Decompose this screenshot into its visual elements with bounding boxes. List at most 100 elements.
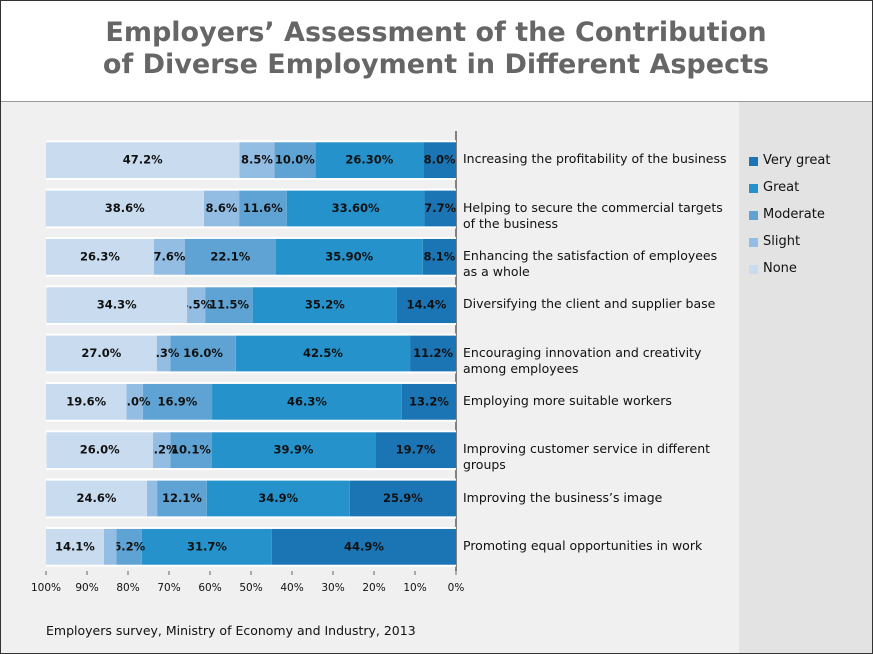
- x-tick-label: 20%: [362, 582, 385, 594]
- title-box: Employers’ Assessment of the Contributio…: [1, 1, 872, 102]
- data-label: 46.3%: [287, 394, 327, 408]
- chart-title: Employers’ Assessment of the Contributio…: [102, 17, 770, 80]
- data-label: 19.6%: [66, 394, 106, 408]
- data-label: 8.0%: [424, 153, 456, 167]
- data-label: 8.6%: [206, 201, 238, 215]
- data-label: 6.2%: [113, 539, 145, 553]
- data-label: 25.9%: [383, 491, 423, 505]
- data-label: 8.1%: [423, 249, 455, 263]
- bar-segment: [239, 142, 275, 179]
- bar-segment: [235, 335, 411, 372]
- bar-segment: [157, 480, 207, 517]
- data-label: 11.5%: [209, 298, 249, 312]
- data-label: 33.60%: [332, 201, 380, 215]
- data-label: 26.0%: [80, 443, 120, 457]
- bar-segment: [46, 383, 127, 420]
- x-tick-label: 10%: [403, 582, 426, 594]
- data-label: 13.2%: [409, 394, 449, 408]
- data-label: 7.6%: [153, 249, 185, 263]
- x-tick-label: 50%: [239, 582, 262, 594]
- bar-segment: [46, 528, 104, 565]
- legend-panel: [739, 102, 872, 653]
- data-label: 39.9%: [273, 443, 313, 457]
- data-label: 22.1%: [210, 249, 250, 263]
- bar-segment: [252, 287, 397, 324]
- data-label: 10.1%: [171, 443, 211, 457]
- data-label: 10.0%: [275, 153, 315, 167]
- bar-segment: [45, 190, 204, 227]
- bar-segment: [170, 432, 212, 469]
- bar-segment: [156, 335, 171, 372]
- data-label: 47.2%: [123, 153, 163, 167]
- legend-swatch: [749, 265, 758, 274]
- data-label: 27.0%: [81, 346, 121, 360]
- data-label: 14.1%: [55, 539, 95, 553]
- bar-segment: [46, 287, 188, 324]
- bar-segment: [206, 480, 350, 517]
- data-label: 35.90%: [325, 249, 373, 263]
- bar-segment: [349, 480, 456, 517]
- bar-segment: [46, 335, 157, 372]
- data-label: 34.3%: [97, 298, 137, 312]
- x-tick-label: 100%: [31, 582, 61, 594]
- data-label: 42.5%: [303, 346, 343, 360]
- category-label: Improving customer service in different …: [463, 441, 711, 473]
- category-label: Encouraging innovation and creativity am…: [463, 344, 702, 376]
- bar-segment: [141, 528, 272, 565]
- data-label: 11.2%: [413, 346, 453, 360]
- data-label: 26.30%: [345, 153, 393, 167]
- category-label: Promoting equal opportunities in work: [463, 537, 703, 553]
- legend-swatch: [749, 238, 758, 247]
- category-label: Employing more suitable workers: [463, 392, 672, 408]
- data-label: 31.7%: [187, 539, 227, 553]
- bar-segment: [170, 335, 236, 372]
- category-label: Helping to secure the commercial targets…: [463, 199, 723, 231]
- bar-segment: [126, 383, 143, 420]
- bar-segment: [410, 335, 456, 372]
- bar-segment: [103, 528, 117, 565]
- data-label: 4.0%: [119, 394, 151, 408]
- bar-segment: [271, 528, 456, 565]
- x-tick-label: 90%: [75, 582, 98, 594]
- bar-segment: [146, 480, 158, 517]
- legend-label: Great: [763, 180, 800, 195]
- legend-label: Moderate: [763, 207, 825, 222]
- bar-segment: [239, 190, 287, 227]
- bar-segment: [46, 142, 240, 179]
- x-tick-label: 0%: [448, 582, 465, 594]
- category-label: Increasing the profitability of the busi…: [463, 151, 727, 167]
- data-label: 4.5%: [180, 298, 212, 312]
- bar-segment: [275, 238, 423, 275]
- bar-segment: [212, 383, 402, 420]
- data-label: 38.6%: [105, 201, 145, 215]
- bar-segment: [211, 432, 376, 469]
- legend-label: Slight: [763, 234, 801, 249]
- data-label: 7.7%: [424, 201, 456, 215]
- data-label: 34.9%: [258, 491, 298, 505]
- legend-swatch: [749, 211, 758, 220]
- x-tick-label: 40%: [280, 582, 303, 594]
- bar-segment: [46, 238, 154, 275]
- bar-segment: [184, 238, 276, 275]
- x-tick-label: 30%: [321, 582, 344, 594]
- data-label: 35.2%: [305, 298, 345, 312]
- bar-segment: [142, 383, 213, 420]
- data-label: 44.9%: [344, 539, 384, 553]
- data-label: 24.6%: [76, 491, 116, 505]
- data-label: 16.0%: [183, 346, 223, 360]
- category-label: Improving the business’s image: [463, 489, 663, 505]
- bar-segment: [375, 432, 456, 469]
- category-label: Enhancing the satisfaction of employees …: [463, 247, 718, 279]
- x-tick-label: 70%: [157, 582, 180, 594]
- bar-segment: [401, 383, 456, 420]
- data-label: 14.4%: [407, 298, 447, 312]
- data-label: 16.9%: [157, 394, 197, 408]
- data-label: 26.3%: [80, 249, 120, 263]
- source-note: Employers survey, Ministry of Economy an…: [46, 623, 416, 638]
- bar-segment: [203, 190, 240, 227]
- bar-segment: [315, 142, 424, 179]
- bar-segment: [422, 238, 456, 275]
- x-tick-label: 60%: [198, 582, 221, 594]
